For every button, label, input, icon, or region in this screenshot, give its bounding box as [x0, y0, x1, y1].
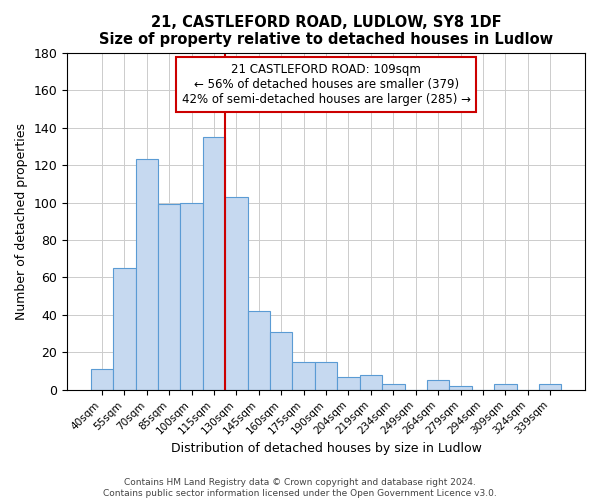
Bar — [382, 384, 404, 390]
Bar — [225, 197, 248, 390]
Bar — [360, 375, 382, 390]
Bar — [158, 204, 181, 390]
Bar — [248, 311, 270, 390]
Text: Contains HM Land Registry data © Crown copyright and database right 2024.
Contai: Contains HM Land Registry data © Crown c… — [103, 478, 497, 498]
Y-axis label: Number of detached properties: Number of detached properties — [15, 123, 28, 320]
Bar — [427, 380, 449, 390]
X-axis label: Distribution of detached houses by size in Ludlow: Distribution of detached houses by size … — [170, 442, 482, 455]
Bar — [449, 386, 472, 390]
Bar — [136, 160, 158, 390]
Title: 21, CASTLEFORD ROAD, LUDLOW, SY8 1DF
Size of property relative to detached house: 21, CASTLEFORD ROAD, LUDLOW, SY8 1DF Siz… — [99, 15, 553, 48]
Bar — [91, 370, 113, 390]
Bar — [494, 384, 517, 390]
Bar — [292, 362, 315, 390]
Bar — [337, 377, 360, 390]
Bar — [539, 384, 562, 390]
Text: 21 CASTLEFORD ROAD: 109sqm
← 56% of detached houses are smaller (379)
42% of sem: 21 CASTLEFORD ROAD: 109sqm ← 56% of deta… — [182, 63, 470, 106]
Bar — [315, 362, 337, 390]
Bar — [181, 202, 203, 390]
Bar — [203, 137, 225, 390]
Bar — [113, 268, 136, 390]
Bar — [270, 332, 292, 390]
